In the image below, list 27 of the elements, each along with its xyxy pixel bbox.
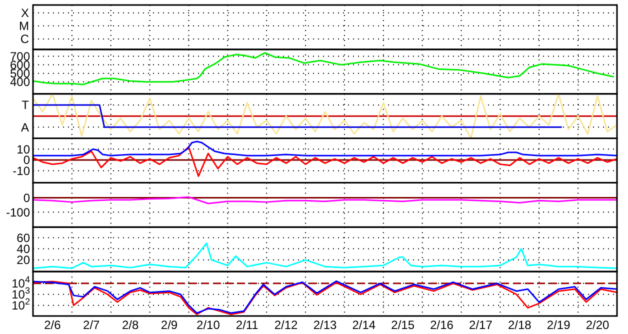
text: A — [20, 120, 29, 134]
y-tick-label: 0 — [23, 190, 30, 205]
text: M — [19, 19, 29, 34]
x-tick-label: 2/14 — [352, 318, 376, 332]
x-tick-label: 2/19 — [546, 318, 571, 332]
x-tick-label: 2/16 — [430, 318, 454, 332]
x-tick-label: 2/18 — [508, 318, 532, 332]
x-tick-label: 2/7 — [83, 318, 100, 332]
text: C — [20, 32, 30, 46]
x-tick-label: 2/12 — [274, 318, 298, 332]
y-tick-label: 40 — [16, 242, 30, 256]
y-tick-label: 60 — [16, 230, 30, 245]
y-tick-label: -100 — [6, 205, 30, 220]
x-tick-label: 2/6 — [44, 318, 62, 332]
line-series — [33, 196, 617, 204]
x-tick-label: 2/17 — [469, 318, 493, 332]
x-tick-label: 2/15 — [391, 318, 415, 332]
x-tick-label: 2/10 — [196, 318, 220, 332]
x-tick-label: 2/20 — [586, 318, 610, 332]
x-tick-label: 2/9 — [160, 318, 178, 332]
text: X — [20, 6, 29, 20]
line-series — [33, 146, 617, 177]
text: T — [22, 98, 30, 112]
x-tick-label: 2/11 — [236, 318, 259, 332]
x-tick-label: 2/13 — [313, 318, 337, 332]
y-tick-label: 20 — [16, 253, 30, 268]
x-tick-label: 2/8 — [122, 318, 139, 332]
